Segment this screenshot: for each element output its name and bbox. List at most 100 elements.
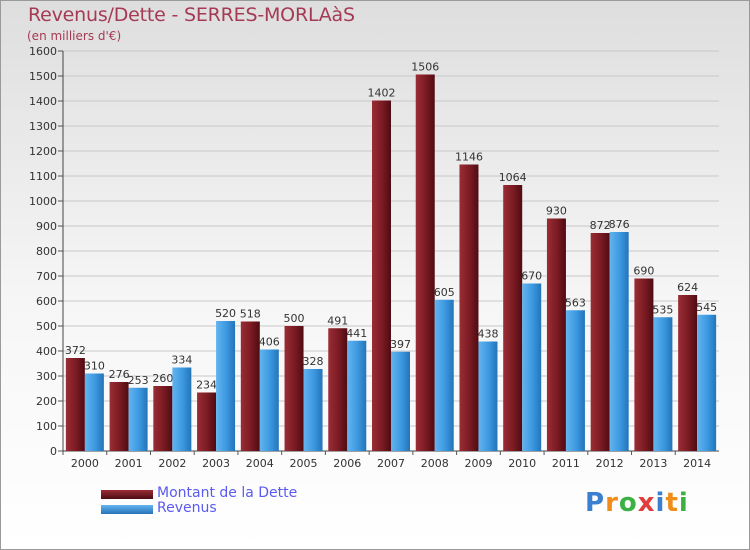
bar-revenus [391,351,410,451]
x-tick-label: 2008 [421,457,449,470]
x-tick-label: 2014 [683,457,711,470]
data-label-dette: 690 [633,265,654,278]
chart-title: Revenus/Dette - SERRES-MORLAàS [28,4,355,26]
logo-letter: P [585,488,606,518]
bar-dette [678,295,698,451]
x-tick-label: 2005 [290,457,318,470]
bar-revenus [172,367,192,451]
bar-revenus [522,283,542,451]
x-tick-label: 2011 [552,457,580,470]
bar-dette [153,386,173,451]
data-label-revenus: 535 [652,303,673,316]
x-tick-label: 2009 [464,457,492,470]
bar-revenus [609,232,629,451]
y-tick-label: 1600 [29,45,57,58]
legend-swatch-revenus [101,505,153,514]
data-label-revenus: 438 [477,328,498,341]
bar-revenus [565,310,585,451]
data-label-dette: 930 [546,205,567,218]
data-label-dette: 1146 [455,151,483,164]
bar-revenus [259,349,279,451]
data-label-dette: 372 [65,344,86,357]
bar-revenus [478,341,498,451]
bar-dette [372,100,391,451]
logo-letter: i [678,488,689,518]
data-label-dette: 1402 [368,87,396,100]
x-tick-label: 2010 [508,457,536,470]
bar-dette [284,326,304,451]
data-label-revenus: 563 [565,296,586,309]
legend-swatch-dette [101,490,153,499]
x-tick-label: 2013 [639,457,667,470]
data-label-revenus: 520 [215,307,236,320]
bar-dette [590,233,610,451]
y-tick-label: 1100 [29,170,57,183]
logo-letter: i [655,488,666,518]
y-tick-label: 1000 [29,195,57,208]
x-tick-label: 2007 [377,457,405,470]
bar-dette [415,74,435,451]
data-label-revenus: 406 [259,336,280,349]
data-label-dette: 260 [152,372,173,385]
y-tick-label: 1300 [29,120,57,133]
x-tick-label: 2002 [158,457,186,470]
data-label-dette: 234 [196,379,217,392]
legend-label-revenus: Revenus [157,500,217,516]
data-label-revenus: 545 [696,301,717,314]
bar-dette [546,218,566,451]
data-label-dette: 276 [109,368,130,381]
bar-revenus [128,387,148,451]
logo-letter: t [665,488,679,518]
data-label-revenus: 441 [346,327,367,340]
bar-dette [65,358,85,451]
data-label-revenus: 334 [171,354,192,367]
x-tick-label: 2001 [115,457,143,470]
data-label-dette: 872 [590,219,611,232]
y-tick-label: 100 [36,420,57,433]
legend-label-dette: Montant de la Dette [157,485,298,501]
y-tick-label: 800 [36,245,57,258]
y-tick-label: 500 [36,320,57,333]
bar-dette [503,185,523,451]
bar-revenus [697,314,717,451]
data-label-dette: 491 [327,314,348,327]
data-label-dette: 1064 [499,171,527,184]
y-tick-label: 0 [50,445,57,458]
logo-letter: x [637,488,656,518]
y-tick-label: 300 [36,370,57,383]
x-tick-label: 2006 [333,457,361,470]
data-label-dette: 1506 [411,61,439,74]
y-tick-label: 400 [36,345,57,358]
bar-revenus [303,369,323,451]
data-label-revenus: 328 [303,355,324,368]
x-tick-label: 2000 [71,457,99,470]
y-tick-label: 200 [36,395,57,408]
logo-letter: o [618,488,638,518]
bar-revenus [347,340,367,451]
data-label-revenus: 605 [434,286,455,299]
bar-dette [459,164,479,451]
bar-revenus [84,373,104,451]
data-label-revenus: 876 [609,218,630,231]
bar-dette [328,328,348,451]
data-label-revenus: 397 [390,338,411,351]
x-tick-label: 2004 [246,457,274,470]
data-label-dette: 500 [284,312,305,325]
data-label-dette: 624 [677,281,698,294]
x-tick-label: 2003 [202,457,230,470]
y-tick-label: 1500 [29,70,57,83]
bar-dette [634,278,654,451]
bar-revenus [216,321,236,451]
y-tick-label: 900 [36,220,57,233]
data-label-revenus: 670 [521,270,542,283]
bar-dette [197,392,217,451]
y-tick-label: 700 [36,270,57,283]
bar-revenus [434,299,454,451]
y-tick-label: 1400 [29,95,57,108]
bar-revenus [653,317,673,451]
y-tick-label: 1200 [29,145,57,158]
proxiti-logo: Proxiti [585,488,689,518]
y-tick-label: 600 [36,295,57,308]
